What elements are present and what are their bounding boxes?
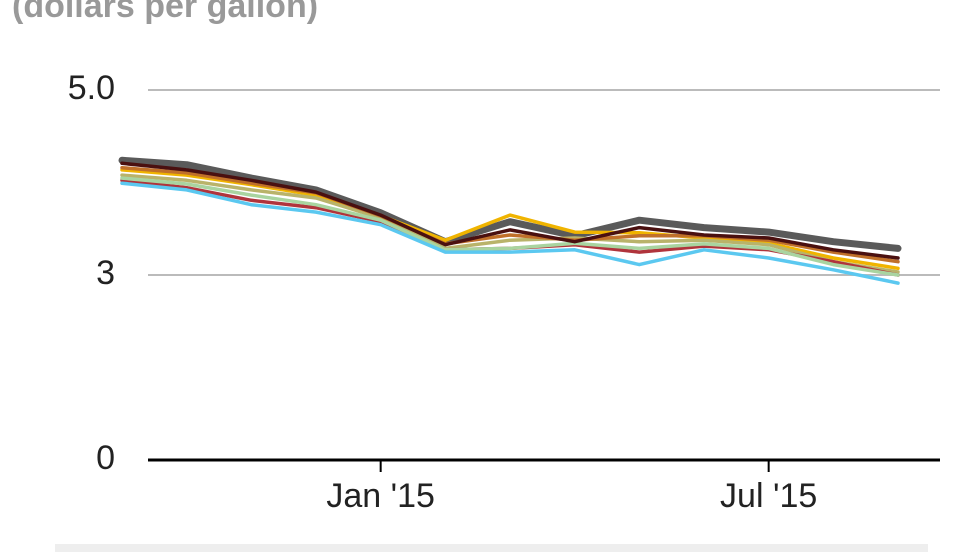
series-line <box>120 176 900 277</box>
series-line <box>120 181 900 285</box>
y-tick-label: 0 <box>96 439 115 477</box>
y-tick-label: 3 <box>96 254 115 292</box>
y-tick-label: 5.0 <box>68 69 115 107</box>
chart-subtitle: (dollars per gallon) <box>12 0 318 25</box>
footer-bar <box>55 544 928 552</box>
series-line <box>120 161 900 260</box>
x-tick-label: Jan '15 <box>326 477 435 515</box>
series-line <box>118 156 902 252</box>
series-line <box>120 165 900 264</box>
series-line <box>120 173 900 274</box>
x-tick-label: Jul '15 <box>720 477 817 515</box>
